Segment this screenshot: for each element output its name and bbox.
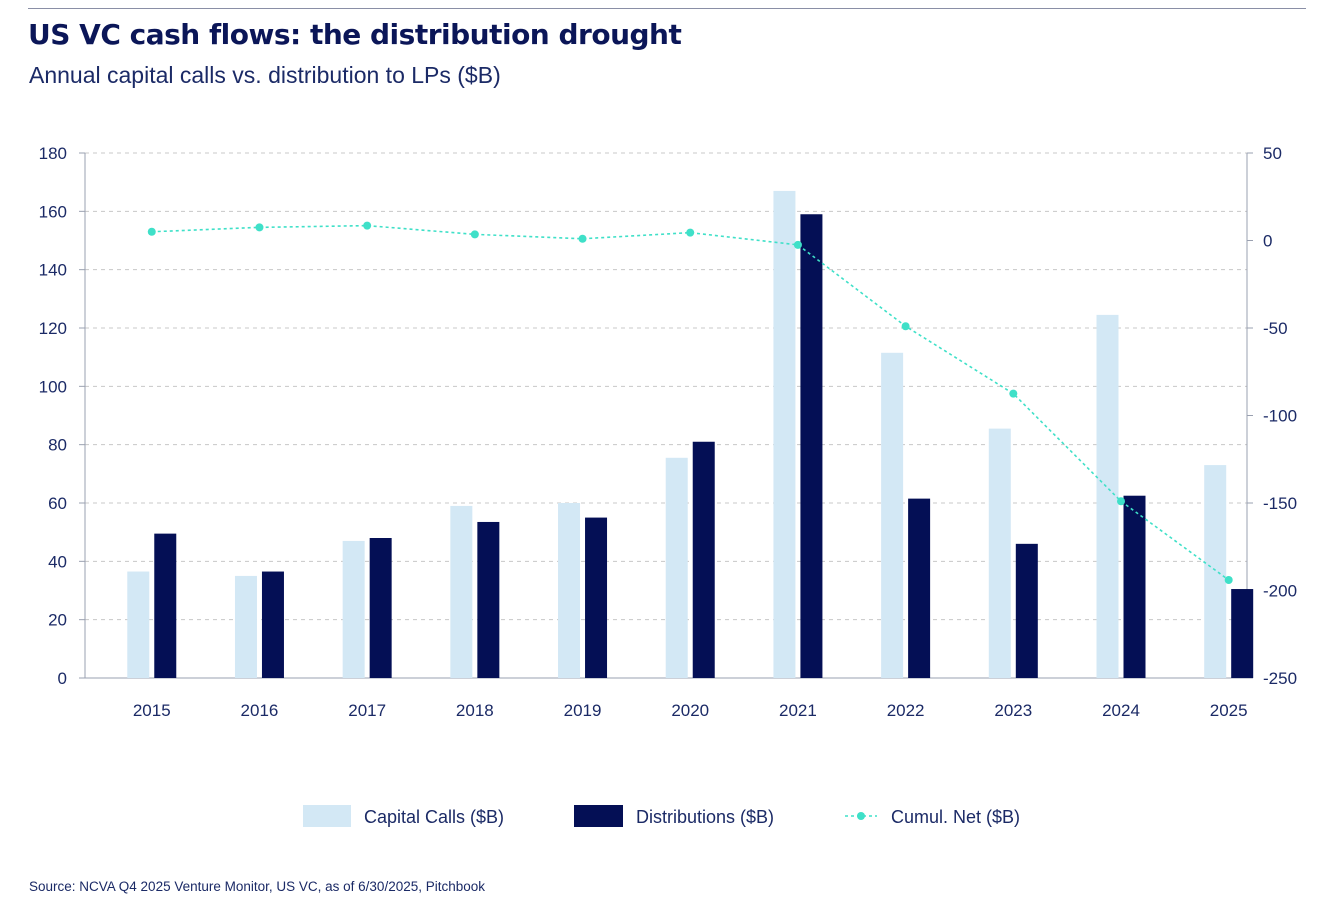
cumul-net-point [901,322,910,331]
x-tick-label: 2024 [1102,701,1140,720]
y-tick-label: 60 [48,494,67,513]
cumul-net-point [578,234,587,243]
bar-capital-calls [342,540,365,678]
x-tick-label: 2025 [1210,701,1248,720]
y-tick-label: 180 [39,144,67,163]
cumul-net-line [147,221,1233,584]
legend-label-cumul-net: Cumul. Net ($B) [891,807,1020,827]
bar-distributions [1123,495,1146,678]
bar-distributions [1231,589,1254,678]
y-tick-label: 20 [48,611,67,630]
y2-tick-label: -100 [1263,407,1297,426]
cumul-net-point [147,227,156,236]
bar-capital-calls [1204,465,1227,678]
cumul-net-point [1224,576,1233,584]
bar-distributions [585,517,608,678]
source-note: Source: NCVA Q4 2025 Venture Monitor, US… [29,879,486,894]
cumul-net-point [1117,497,1125,506]
chart-title: US VC cash flows: the distribution droug… [28,18,682,51]
bar-capital-calls [773,190,796,678]
cumul-net-point [470,230,479,239]
y2-tick-label: 0 [1263,232,1272,251]
y2-tick-label: -50 [1263,319,1288,338]
y-tick-label: 40 [48,552,67,571]
bar-capital-calls [1096,314,1119,678]
bar-distributions [908,498,931,678]
bars [127,190,1254,678]
bar-distributions [261,571,284,678]
y-tick-label: 0 [58,669,67,688]
axes: 0 20 40 60 80 100 120 140 160 180 -250 -200 -150 -100… [39,144,1297,720]
y-tick-label: 160 [39,202,67,221]
y2-tick-label: -150 [1263,494,1297,513]
x-tick-label: 2020 [671,701,709,720]
bar-capital-calls [234,575,257,678]
x-tick-label: 2022 [887,701,925,720]
bar-distributions [800,214,823,678]
legend-swatch-cumul-net-dot [857,812,865,820]
x-tick-label: 2015 [133,701,171,720]
cumul-net-point [793,240,802,249]
chart-subtitle: Annual capital calls vs. distribution to… [29,62,501,88]
bar-capital-calls [558,503,581,678]
x-tick-label: 2023 [994,701,1032,720]
legend-label-distributions: Distributions ($B) [636,807,774,827]
cumul-net-point [255,223,264,232]
cumul-net-point [363,221,372,230]
top-divider [28,8,1306,9]
cumul-net-path [151,224,1230,581]
bar-distributions [1015,543,1038,678]
x-tick-label: 2021 [779,701,817,720]
y-tick-label: 100 [39,377,67,396]
legend-swatch-distributions [574,805,623,827]
cumul-net-point [1009,389,1018,398]
bar-distributions [692,441,715,678]
x-tick-label: 2017 [348,701,386,720]
x-tick-label: 2016 [241,701,279,720]
bar-capital-calls [127,571,150,678]
x-tick-label: 2019 [564,701,602,720]
bar-capital-calls [881,352,904,678]
bar-capital-calls [450,505,473,678]
x-tick-label: 2018 [456,701,494,720]
legend-label-capital-calls: Capital Calls ($B) [364,807,504,827]
bar-capital-calls [665,457,688,678]
bar-capital-calls [988,428,1011,678]
y2-tick-label: -200 [1263,582,1297,601]
legend: Capital Calls ($B) Distributions ($B) Cumu… [303,805,1020,827]
bar-distributions [477,521,500,678]
bar-distributions [369,538,392,678]
bar-distributions [154,533,177,678]
y-tick-label: 140 [39,261,67,280]
legend-swatch-capital-calls [303,805,351,827]
y-tick-label: 120 [39,319,67,338]
y-tick-label: 80 [48,436,67,455]
y2-tick-label: -250 [1263,669,1297,688]
y2-tick-label: 50 [1263,144,1282,163]
cumul-net-point [686,228,695,237]
